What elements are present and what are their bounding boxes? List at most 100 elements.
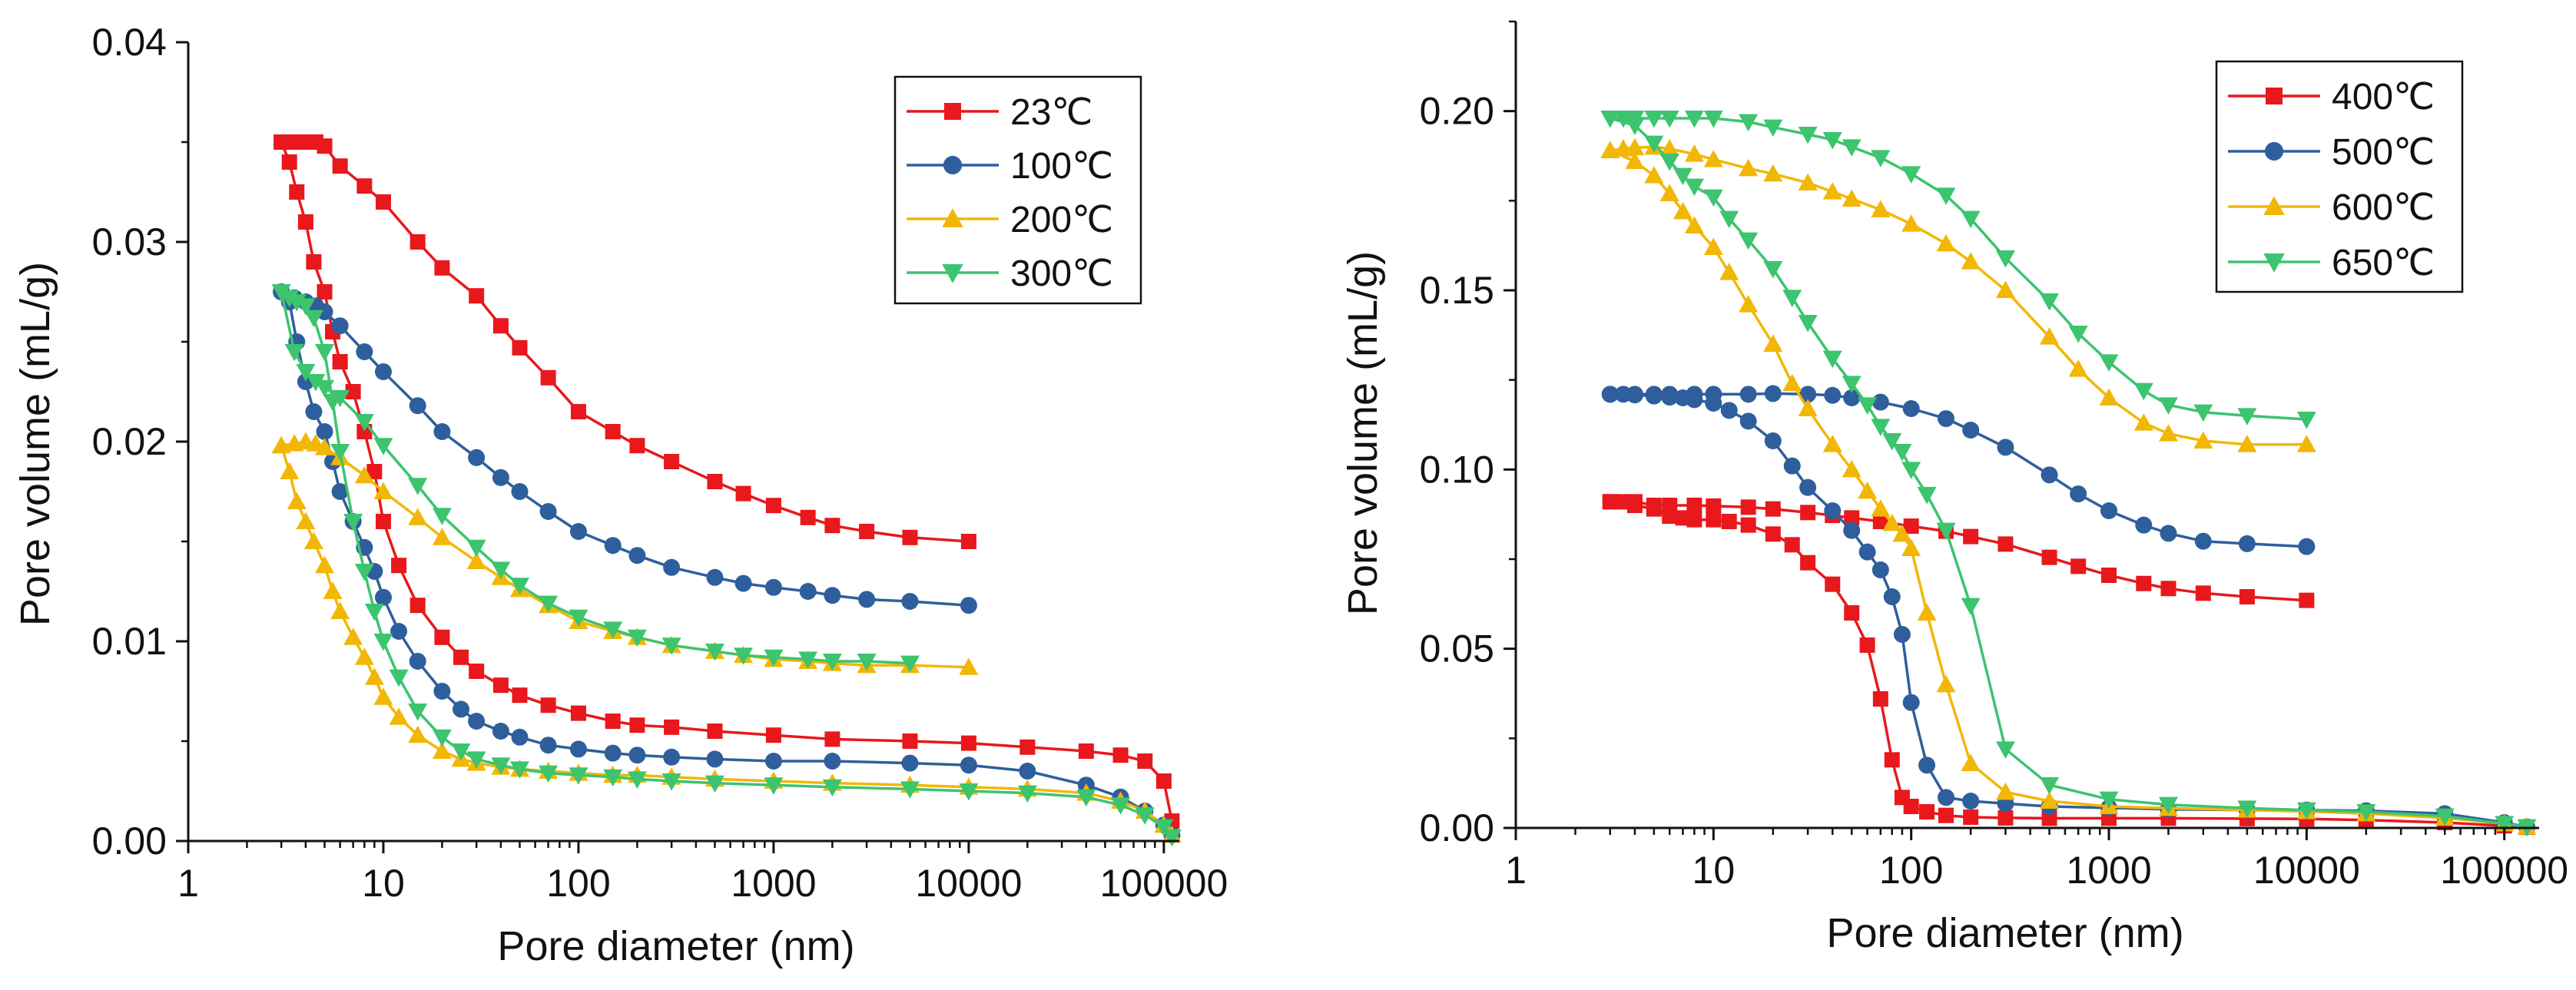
data-point	[306, 254, 322, 270]
data-point	[1871, 200, 1891, 217]
series-line	[280, 290, 1173, 836]
data-point	[1822, 132, 1842, 150]
legend-label: 500℃	[2332, 132, 2435, 173]
data-point	[540, 369, 556, 386]
data-point	[409, 598, 426, 614]
data-point	[432, 528, 452, 545]
data-point	[492, 469, 509, 486]
data-point	[1871, 393, 1889, 411]
data-point	[1936, 674, 1956, 693]
data-point	[1919, 804, 1935, 819]
data-point	[1882, 513, 1902, 531]
data-point	[824, 518, 840, 534]
data-point	[705, 644, 724, 661]
data-point	[331, 317, 349, 335]
data-point	[1901, 166, 1921, 184]
data-point	[271, 435, 291, 454]
data-point	[1937, 410, 1954, 428]
data-point	[1076, 789, 1096, 807]
data-point	[1686, 391, 1703, 409]
data-point	[2136, 575, 2152, 591]
data-point	[2040, 327, 2060, 345]
x-tick-label: 100	[1879, 849, 1943, 892]
data-point	[1844, 510, 1860, 526]
data-point	[408, 704, 428, 721]
data-point	[1659, 184, 1679, 201]
data-point	[1843, 389, 1861, 406]
data-point	[2299, 592, 2315, 608]
data-point	[1078, 743, 1094, 759]
data-point	[1739, 412, 1757, 430]
data-point	[960, 534, 976, 549]
data-point	[2099, 354, 2119, 372]
data-point	[1995, 250, 2015, 268]
data-point	[707, 723, 723, 739]
data-point	[1858, 397, 1878, 415]
data-point	[706, 750, 724, 768]
plot-area	[1600, 111, 2537, 837]
data-point	[764, 777, 784, 795]
data-point	[373, 438, 393, 455]
data-point	[468, 449, 486, 466]
data-point	[433, 683, 451, 700]
x-axis-label: Pore diameter (nm)	[1826, 910, 2183, 956]
data-point	[664, 454, 680, 469]
data-point	[408, 478, 428, 495]
data-point	[1824, 386, 1842, 404]
data-point	[569, 609, 588, 627]
data-point	[287, 492, 307, 509]
data-point	[1739, 232, 1759, 250]
data-point	[389, 707, 409, 725]
data-point	[2158, 397, 2178, 415]
data-point	[605, 424, 621, 439]
data-point	[1858, 543, 1876, 561]
x-tick-label: 10	[362, 862, 405, 905]
data-point	[375, 194, 391, 210]
data-point	[1740, 517, 1756, 533]
data-point	[960, 757, 977, 774]
axes: 1 10 100 1000 10000 100000 0.00 0.01 0.02 0.03 0.0…	[92, 21, 1228, 905]
data-point	[331, 483, 349, 500]
data-point	[604, 537, 622, 555]
data-point	[1783, 457, 1801, 475]
legend-entry: 23℃	[907, 92, 1092, 133]
data-point	[432, 729, 452, 747]
legend-label: 100℃	[1010, 146, 1113, 187]
series-line	[280, 445, 1173, 836]
data-point	[297, 214, 313, 230]
data-point	[434, 260, 450, 276]
data-point	[628, 547, 646, 565]
y-tick-label: 0.10	[1420, 448, 1494, 491]
data-point	[1602, 494, 1618, 510]
data-point	[1901, 538, 1921, 556]
data-point	[1706, 512, 1722, 528]
data-point	[356, 178, 373, 194]
legend: 23℃ 100℃ 200℃ 300℃	[893, 75, 1142, 305]
data-point	[289, 184, 305, 200]
data-point	[1739, 158, 1759, 177]
data-point	[1800, 555, 1816, 571]
data-point	[2133, 413, 2153, 431]
data-point	[661, 637, 681, 655]
data-point	[303, 531, 323, 549]
data-point	[539, 765, 559, 783]
data-point	[2040, 777, 2060, 795]
data-point	[569, 767, 588, 785]
data-point	[1882, 433, 1902, 451]
data-point	[1154, 819, 1174, 837]
data-point	[661, 773, 681, 791]
y-tick-label: 0.05	[1420, 627, 1494, 670]
data-point	[466, 551, 486, 569]
data-point	[316, 423, 333, 440]
data-point	[316, 303, 333, 320]
x-tick-label: 1000	[731, 862, 816, 905]
data-point	[2068, 326, 2088, 343]
data-point	[354, 564, 374, 581]
data-point	[1798, 315, 1818, 333]
data-point	[1938, 807, 1954, 823]
data-point	[2495, 816, 2515, 833]
data-point	[1997, 810, 2014, 826]
y-axis-label: Pore volume (mL/g)	[1340, 251, 1386, 615]
data-point	[901, 593, 919, 610]
data-point	[1822, 182, 1842, 200]
